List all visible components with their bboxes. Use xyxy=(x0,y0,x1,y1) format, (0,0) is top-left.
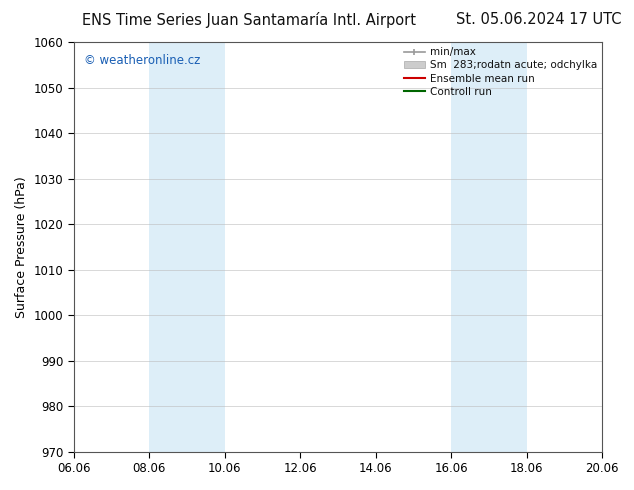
Bar xyxy=(149,42,187,452)
Y-axis label: Surface Pressure (hPa): Surface Pressure (hPa) xyxy=(15,176,28,318)
Text: St. 05.06.2024 17 UTC: St. 05.06.2024 17 UTC xyxy=(456,12,621,27)
Bar xyxy=(451,42,489,452)
Bar xyxy=(489,42,527,452)
Legend: min/max, Sm  283;rodatn acute; odchylka, Ensemble mean run, Controll run: min/max, Sm 283;rodatn acute; odchylka, … xyxy=(404,47,597,97)
Bar xyxy=(187,42,224,452)
Text: © weatheronline.cz: © weatheronline.cz xyxy=(84,54,201,67)
Text: ENS Time Series Juan Santamaría Intl. Airport: ENS Time Series Juan Santamaría Intl. Ai… xyxy=(82,12,417,28)
